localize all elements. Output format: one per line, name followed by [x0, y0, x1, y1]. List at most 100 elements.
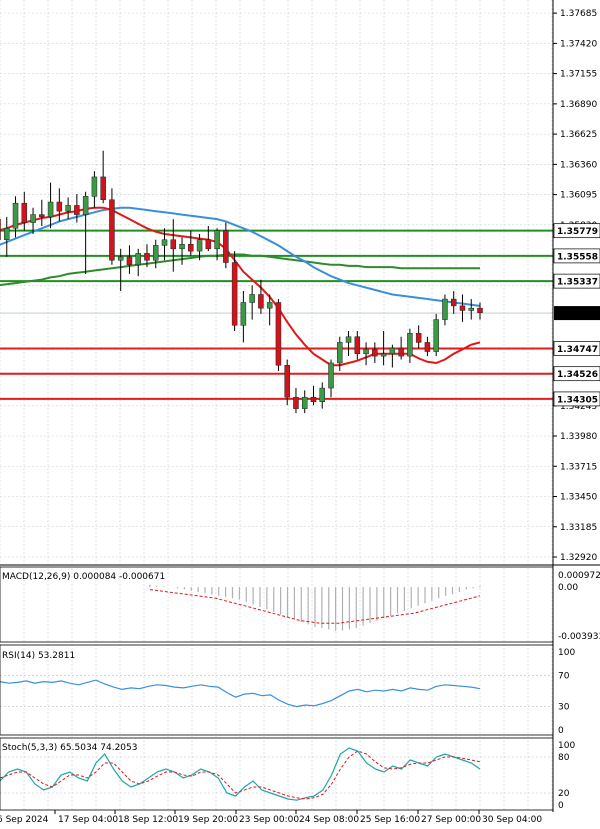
- time-tick-label: 19 Sep 20:00: [178, 815, 238, 825]
- candle-body: [293, 396, 299, 409]
- rsi-tick-label: 70: [558, 671, 570, 681]
- candle-body: [223, 230, 229, 263]
- price-tick-label: 1.36095: [560, 191, 597, 201]
- macd-tick-label: 0.00: [558, 583, 578, 593]
- candle-body: [433, 319, 439, 352]
- rsi-tick-label: 0: [558, 726, 564, 736]
- candle-body: [170, 239, 177, 250]
- price-tick-label: 1.32920: [560, 553, 597, 563]
- candle-body: [188, 244, 194, 252]
- candle-body: [424, 342, 431, 352]
- candle-body: [450, 298, 457, 307]
- time-tick-label: 30 Sep 04:00: [482, 815, 542, 825]
- price-tick-label: 1.36890: [560, 100, 597, 110]
- pane-border: [0, 644, 554, 736]
- resistance-level-label-box: [553, 273, 600, 289]
- time-tick-label: 18 Sep 12:00: [118, 815, 178, 825]
- candle-body: [398, 347, 404, 357]
- candle-body: [12, 202, 19, 229]
- chart-grid: [0, 0, 553, 812]
- time-tick-label: 24 Sep 08:00: [299, 815, 359, 825]
- candle-body: [442, 298, 448, 320]
- resistance-level-label: 1.35337: [557, 278, 598, 288]
- candle-body: [372, 349, 378, 357]
- candle-body: [407, 333, 413, 357]
- macd-tick-label: -0.003933: [558, 632, 600, 642]
- candle-body: [117, 256, 124, 261]
- candle-body: [82, 196, 89, 215]
- price-tick-label: 1.34245: [560, 402, 597, 412]
- candle-body: [0, 218, 1, 240]
- rsi-pane: 100 70 30 0: [0, 648, 575, 736]
- candle-body: [459, 305, 466, 311]
- rsi-tick-label: 30: [558, 703, 570, 713]
- resistance-level-label-box: [553, 248, 600, 264]
- rsi-line: [0, 679, 481, 708]
- support-level-label-box: [553, 391, 600, 407]
- time-tick-label: 27 Sep 00:00: [421, 815, 481, 825]
- resistance-level-label: 1.35558: [557, 252, 598, 262]
- candle-body: [74, 205, 80, 215]
- candle-body: [319, 387, 326, 403]
- candlesticks: [0, 150, 483, 414]
- candle-body: [205, 239, 212, 250]
- price-tick-label: 1.33715: [560, 462, 597, 472]
- rsi-tick-label: 100: [558, 648, 575, 658]
- support-resistance-levels: [0, 229, 553, 400]
- time-tick-label: 25 Sep 16:00: [360, 815, 420, 825]
- stoch-title: Stoch(5,3,3) 65.5034 74.2053: [2, 743, 137, 753]
- candle-body: [249, 294, 255, 303]
- price-tick-label: 1.33980: [560, 432, 597, 442]
- price-tick-label: 1.36625: [560, 130, 597, 140]
- candle-body: [109, 199, 115, 261]
- candle-body: [126, 256, 133, 266]
- candle-body: [258, 294, 264, 309]
- candle-body: [56, 201, 63, 212]
- macd-tick-label: 0.000972: [558, 571, 600, 581]
- stoch-tick-label: 100: [558, 741, 575, 751]
- candle-body: [380, 353, 387, 357]
- candle-body: [47, 201, 54, 218]
- candle-body: [161, 239, 168, 246]
- candle-body: [91, 176, 98, 197]
- pane-frames: [0, 0, 600, 812]
- support-level-label: 1.34747: [557, 345, 598, 355]
- candle-body: [275, 302, 282, 366]
- candle-body: [284, 364, 290, 398]
- price-tick-label: 1.36360: [560, 160, 597, 170]
- candle-body: [301, 396, 308, 409]
- candle-body: [179, 244, 185, 250]
- candle-body: [196, 239, 203, 252]
- candle-body: [345, 336, 352, 343]
- candle-body: [135, 253, 141, 266]
- candle-body: [152, 245, 159, 261]
- candle-body: [21, 202, 28, 223]
- price-tick-label: 1.37155: [560, 70, 597, 80]
- support-level-label: 1.34305: [557, 395, 598, 405]
- stoch-pane: 100 80 20 0: [0, 741, 575, 811]
- time-tick-label: 6 Sep 2024: [0, 815, 49, 825]
- ma-mid-line: [0, 206, 481, 307]
- stoch-signal-line: [0, 750, 481, 800]
- current-price-box: [554, 306, 600, 321]
- stoch-tick-label: 0: [558, 801, 564, 811]
- candle-body: [477, 307, 483, 313]
- candle-body: [144, 253, 150, 261]
- candle-body: [354, 336, 361, 355]
- candle-body: [415, 333, 422, 343]
- candle-body: [266, 302, 273, 309]
- time-tick-label: 23 Sep 00:00: [239, 815, 299, 825]
- price-axis: 1.37685 1.37420 1.37155 1.36890 1.36625 1.363…: [553, 9, 600, 563]
- stoch-tick-label: 20: [558, 789, 570, 799]
- candle-body: [39, 214, 45, 218]
- candle-body: [214, 230, 220, 250]
- candle-body: [328, 362, 334, 389]
- support-level-label-box: [553, 366, 600, 382]
- support-level-label-box: [553, 341, 600, 356]
- time-axis: 6 Sep 2024 17 Sep 04:00 18 Sep 12:00 19 Sep…: [0, 810, 542, 825]
- candle-body: [4, 228, 10, 240]
- resistance-level-label: 1.35779: [557, 227, 598, 237]
- candle-body: [363, 349, 369, 355]
- support-level-label: 1.34526: [557, 370, 598, 380]
- rsi-title: RSI(14) 53.2811: [2, 651, 75, 661]
